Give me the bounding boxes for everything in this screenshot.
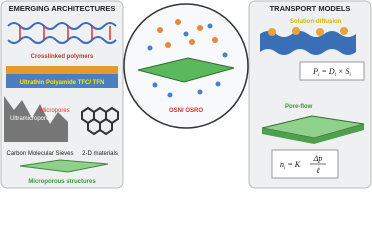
polyamide-layer xyxy=(6,66,118,74)
equation: Pi = Di × Si xyxy=(312,67,351,78)
item-label: Microporous structures xyxy=(28,179,96,185)
graphical-abstract: EMERGING ARCHITECTURES Crosslinked polym… xyxy=(0,0,372,189)
porous-membrane-side xyxy=(262,124,364,144)
pore-label: Micropores xyxy=(40,108,70,114)
support-layer xyxy=(6,74,118,88)
item-label: 2-D materials xyxy=(82,151,118,157)
solute-blobs xyxy=(268,27,348,36)
hex-grid xyxy=(81,106,119,136)
model-label: Solution-diffusion xyxy=(290,19,342,25)
membrane xyxy=(137,57,235,83)
model-label: Pore-flow xyxy=(285,104,313,110)
right-title: TRANSPORT MODELS xyxy=(270,4,351,13)
carbon-sieve xyxy=(4,96,68,142)
center-label: OSN/ OSRO xyxy=(169,108,203,114)
left-title: EMERGING ARCHITECTURES xyxy=(9,4,116,13)
item-label: Ultrathin Polyamide TFC/ TFN xyxy=(20,80,105,86)
polymer-chains xyxy=(7,22,117,44)
pore-label: Ultramicropores xyxy=(10,116,52,122)
equation-denominator: ℓ xyxy=(316,166,320,175)
equation-numerator: Δp xyxy=(313,154,323,163)
equation-box xyxy=(299,61,365,81)
equation-box xyxy=(271,149,339,179)
molecules xyxy=(147,19,228,98)
microporous-layer xyxy=(19,159,109,173)
dense-membrane xyxy=(260,31,356,55)
item-label: Carbon Molecular Sieves xyxy=(6,151,73,157)
item-label: Crosslinked polymers xyxy=(31,54,94,60)
equation: ni = K xyxy=(280,160,301,171)
